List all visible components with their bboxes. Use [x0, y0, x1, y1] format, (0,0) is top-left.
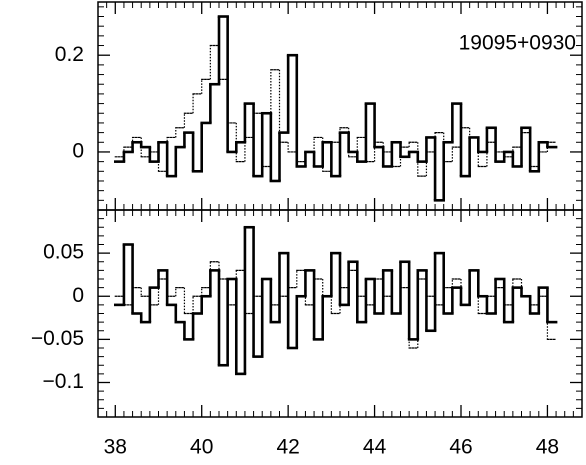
y-tick-label: 0	[72, 140, 84, 163]
x-tick-label: 38	[104, 436, 127, 459]
y-tick-label: −0.1	[43, 370, 84, 393]
x-tick-label: 42	[276, 436, 299, 459]
x-tick-label: 40	[190, 436, 213, 459]
x-tick-label: 48	[536, 436, 559, 459]
y-tick-label: 0	[72, 284, 84, 307]
x-tick-label: 44	[363, 436, 387, 459]
x-tick-label: 46	[449, 436, 472, 459]
y-tick-label: 0.2	[55, 43, 84, 66]
y-tick-label: −0.05	[31, 327, 84, 350]
y-tick-label: 0.05	[43, 241, 84, 264]
annotation: 19095+0930	[459, 32, 576, 55]
